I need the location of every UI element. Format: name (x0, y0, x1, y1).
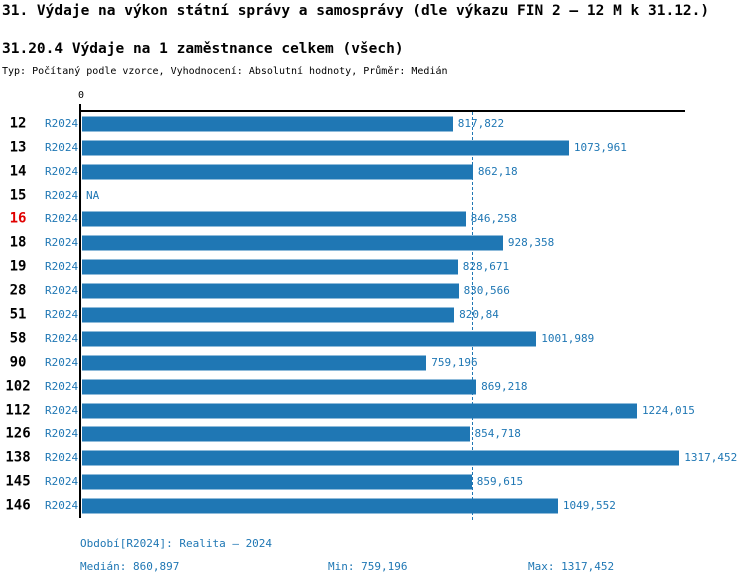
bar (82, 498, 558, 514)
bar-row: 28 R2024 830,566 (0, 279, 750, 303)
bar (82, 283, 459, 299)
bar-value-label: 1224,015 (641, 403, 695, 417)
row-category-label: 18 (9, 234, 27, 251)
bar (82, 379, 477, 395)
row-category-label: 112 (5, 401, 31, 418)
bar-value-label: 869,218 (481, 379, 528, 393)
bar (82, 140, 569, 156)
row-series-label: R2024 (45, 188, 79, 202)
row-series-label: R2024 (45, 164, 79, 178)
row-series-label: R2024 (45, 379, 79, 393)
row-series-label: R2024 (45, 140, 79, 154)
bar-row: 14 R2024 862,18 (0, 160, 750, 184)
row-category-label: 102 (5, 378, 31, 395)
row-category-label: 146 (5, 497, 31, 514)
row-category-label: 15 (9, 186, 27, 203)
chart-meta-line: Typ: Počítaný podle vzorce, Vyhodnocení:… (2, 66, 448, 77)
bar-value-label: 859,615 (476, 475, 524, 489)
row-category-label: 58 (9, 330, 27, 347)
bar (82, 450, 680, 466)
row-category-label: 19 (9, 258, 27, 275)
bar (82, 259, 458, 275)
footer-median: Medián: 860,897 (80, 560, 180, 573)
row-series-label: R2024 (45, 475, 79, 489)
bar (82, 307, 455, 323)
bar-value-label: 1073,961 (573, 140, 627, 154)
bar-value-label: 828,671 (462, 260, 510, 274)
row-category-label: 12 (9, 115, 27, 132)
row-series-label: R2024 (45, 260, 79, 274)
x-axis-line (79, 110, 685, 112)
row-series-label: R2024 (45, 284, 79, 298)
footer-period: Období[R2024]: Realita – 2024 (80, 537, 273, 550)
row-series-label: R2024 (45, 307, 79, 321)
bar-row: 58 R2024 1001,989 (0, 327, 750, 351)
row-series-label: R2024 (45, 355, 79, 369)
bar (82, 116, 453, 132)
row-category-label: 28 (9, 282, 27, 299)
bar (82, 164, 473, 180)
bar-row: 18 R2024 928,358 (0, 231, 750, 255)
bar-row: 145 R2024 859,615 (0, 470, 750, 494)
row-series-label: R2024 (45, 427, 79, 441)
row-category-label: 14 (9, 163, 27, 180)
bar-row: 146 R2024 1049,552 (0, 494, 750, 518)
y-axis-line (79, 104, 81, 518)
row-category-label: 145 (5, 473, 31, 490)
bar (82, 474, 472, 490)
bar (82, 403, 637, 419)
footer-max: Max: 1317,452 (528, 560, 615, 573)
bar-row: 12 R2024 817,822 (0, 112, 750, 136)
bar (82, 211, 466, 227)
bar (82, 331, 537, 347)
bar (82, 235, 503, 251)
row-series-label: R2024 (45, 331, 79, 345)
bar-row: 16 R2024 846,258 (0, 208, 750, 232)
bar-row: 51 R2024 820,84 (0, 303, 750, 327)
bar (82, 355, 427, 371)
row-series-label: R2024 (45, 403, 79, 417)
row-category-label: 90 (9, 354, 27, 371)
bar-value-label: 820,84 (459, 307, 499, 321)
bar-value-label: 846,258 (470, 212, 518, 226)
footer-min: Min: 759,196 (328, 560, 408, 573)
bar-row: 112 R2024 1224,015 (0, 399, 750, 423)
bar-value-label: 1317,452 (684, 451, 738, 465)
row-category-label: 138 (5, 449, 31, 466)
x-axis-zero-tick-label: 0 (77, 90, 85, 101)
row-series-label: R2024 (45, 116, 79, 130)
bar-value-label: 817,822 (457, 116, 505, 130)
bar-value-label: 759,196 (431, 355, 478, 369)
bar-value-label: 830,566 (463, 284, 510, 298)
bar-value-label: 928,358 (507, 236, 555, 250)
row-category-label: 16 (9, 210, 27, 227)
row-category-label: 126 (5, 425, 31, 442)
bar-row: 126 R2024 854,718 (0, 422, 750, 446)
row-series-label: R2024 (45, 499, 79, 513)
bar-row: 13 R2024 1073,961 (0, 136, 750, 160)
bar-na-label: NA (86, 188, 100, 202)
bar-value-label: 1049,552 (562, 499, 616, 513)
chart-subtitle: 31.20.4 Výdaje na 1 zaměstnance celkem (… (2, 41, 404, 57)
bar-row: 15 R2024 NA (0, 184, 750, 208)
bar-row: 102 R2024 869,218 (0, 375, 750, 399)
bar-value-label: 854,718 (474, 427, 521, 441)
bar-row: 138 R2024 1317,452 (0, 446, 750, 470)
row-series-label: R2024 (45, 236, 79, 250)
bar-row: 19 R2024 828,671 (0, 255, 750, 279)
row-series-label: R2024 (45, 212, 79, 226)
row-category-label: 13 (9, 139, 27, 156)
chart-title: 31. Výdaje na výkon státní správy a samo… (2, 3, 710, 19)
bar (82, 426, 470, 442)
row-series-label: R2024 (45, 451, 79, 465)
median-line (472, 112, 474, 520)
row-category-label: 51 (9, 306, 27, 323)
bar-value-label: 862,18 (477, 164, 518, 178)
bar-value-label: 1001,989 (541, 331, 595, 345)
bar-row: 90 R2024 759,196 (0, 351, 750, 375)
